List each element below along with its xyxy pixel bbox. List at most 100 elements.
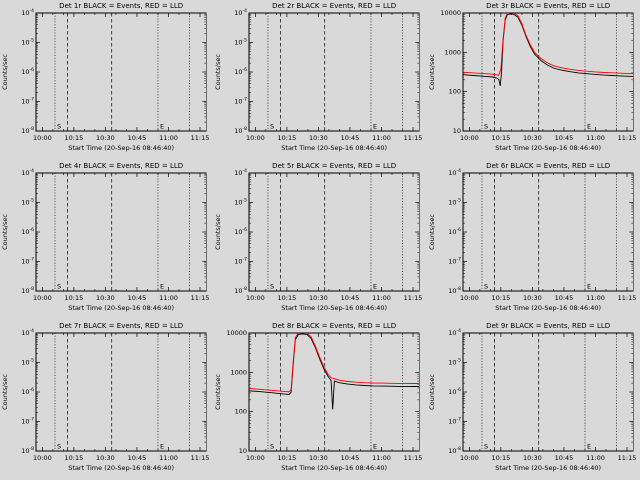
panel-det-7r: Det 7r BLACK = Events, RED = LLD 10:00 10:… [1,322,210,472]
x-axis-label: Start Time (20-Sep-16 08:46:40) [495,304,601,312]
x-tick-label: 10:45 [341,454,360,462]
y-axis-label: Counts/sec [428,214,436,250]
y-tick-label: 10 [239,447,247,455]
panel-title: Det 4r BLACK = Events, RED = LLD [59,162,183,170]
x-tick-label: 10:15 [491,454,510,462]
x-tick-label: 10:45 [128,454,147,462]
y-tick-label: 10-8 [21,446,34,455]
x-axis-label: Start Time (20-Sep-16 08:46:40) [68,144,174,152]
event-label-s: S [484,443,488,451]
y-tick-label: 10000 [440,9,461,17]
x-tick-label: 11:15 [191,134,210,142]
x-tick-label: 10:30 [96,294,115,302]
y-tick-label: 10-4 [448,328,461,337]
panel-title: Det 8r BLACK = Events, RED = LLD [273,322,397,330]
x-axis-label: Start Time (20-Sep-16 08:46:40) [282,304,388,312]
x-tick-label: 11:00 [586,294,605,302]
y-tick-label: 10-8 [21,126,34,135]
y-tick-label: 10-6 [235,227,248,236]
panel-det-6r: Det 6r BLACK = Events, RED = LLD 10:00 10:… [428,162,636,312]
event-label-e: E [373,123,377,131]
x-tick-label: 11:15 [617,134,636,142]
x-tick-label: 10:45 [554,134,573,142]
plot-box [462,172,634,292]
plot-box [248,332,421,452]
event-label-e: E [373,283,377,291]
x-tick-label: 11:00 [372,454,391,462]
y-tick-label: 10-6 [21,227,34,236]
event-label-s: S [270,283,274,291]
panel-det-8r: Det 8r BLACK = Events, RED = LLD 10:00 10:… [214,322,422,472]
plot-box [35,332,207,452]
x-tick-label: 11:15 [191,454,210,462]
y-tick-label: 10-4 [235,8,248,17]
y-tick-label: 100 [448,88,460,96]
plot-box [35,12,207,132]
series-lld [462,13,633,76]
x-tick-label: 10:30 [309,294,328,302]
x-tick-label: 11:00 [159,294,178,302]
y-tick-label: 10-5 [448,198,461,207]
x-tick-label: 10:45 [341,134,360,142]
y-tick-label: 10000 [227,329,248,337]
x-tick-label: 10:15 [491,134,510,142]
panel-title: Det 9r BLACK = Events, RED = LLD [486,322,610,330]
x-tick-label: 11:00 [372,294,391,302]
y-tick-label: 10-4 [21,8,34,17]
y-tick-label: 10-4 [448,168,461,177]
series-events [249,333,420,410]
x-tick-label: 11:15 [404,294,423,302]
panel-title: Det 1r BLACK = Events, RED = LLD [59,2,183,10]
y-tick-label: 10-4 [21,328,34,337]
x-tick-label: 10:30 [96,134,115,142]
x-tick-label: 11:00 [586,454,605,462]
x-tick-label: 10:15 [65,294,84,302]
y-tick-label: 10-7 [235,97,248,106]
event-label-s: S [57,123,61,131]
y-tick-label: 10-6 [448,387,461,396]
y-tick-label: 10-4 [21,168,34,177]
y-tick-label: 10-8 [235,286,248,295]
event-label-e: E [160,443,164,451]
x-tick-label: 10:45 [128,134,147,142]
x-tick-label: 10:45 [554,294,573,302]
y-tick-label: 10-5 [21,38,34,47]
y-tick-label: 10-4 [235,168,248,177]
y-axis-label: Counts/sec [1,54,9,90]
y-tick-label: 10-7 [21,257,34,266]
y-axis-label: Counts/sec [1,374,9,410]
series-lld [249,333,420,393]
plot-box [248,12,421,132]
x-tick-label: 11:00 [159,134,178,142]
y-tick-label: 1000 [444,48,461,56]
y-tick-label: 10-6 [21,67,34,76]
series-events [462,13,633,86]
x-tick-label: 10:45 [554,454,573,462]
y-tick-label: 1000 [231,368,248,376]
panel-title: Det 2r BLACK = Events, RED = LLD [273,2,397,10]
event-label-s: S [57,443,61,451]
x-axis-label: Start Time (20-Sep-16 08:46:40) [68,464,174,472]
x-axis-label: Start Time (20-Sep-16 08:46:40) [282,144,388,152]
y-axis-label: Counts/sec [1,214,9,250]
x-tick-label: 10:15 [278,134,297,142]
y-tick-label: 10-5 [235,38,248,47]
x-tick-label: 11:00 [372,134,391,142]
x-tick-label: 10:30 [523,134,542,142]
x-tick-label: 10:15 [491,294,510,302]
x-tick-label: 11:15 [617,294,636,302]
event-label-s: S [270,443,274,451]
y-tick-label: 10-6 [21,387,34,396]
x-tick-label: 10:30 [523,454,542,462]
event-label-e: E [587,443,591,451]
y-axis-label: Counts/sec [214,374,222,410]
x-tick-label: 10:45 [341,294,360,302]
y-tick-label: 10-7 [21,417,34,426]
x-tick-label: 10:00 [246,454,265,462]
panel-title: Det 6r BLACK = Events, RED = LLD [486,162,610,170]
plot-box [35,172,207,292]
panel-det-5r: Det 5r BLACK = Events, RED = LLD 10:00 10:… [214,162,423,312]
x-tick-label: 10:00 [33,294,52,302]
y-tick-label: 10-7 [21,97,34,106]
